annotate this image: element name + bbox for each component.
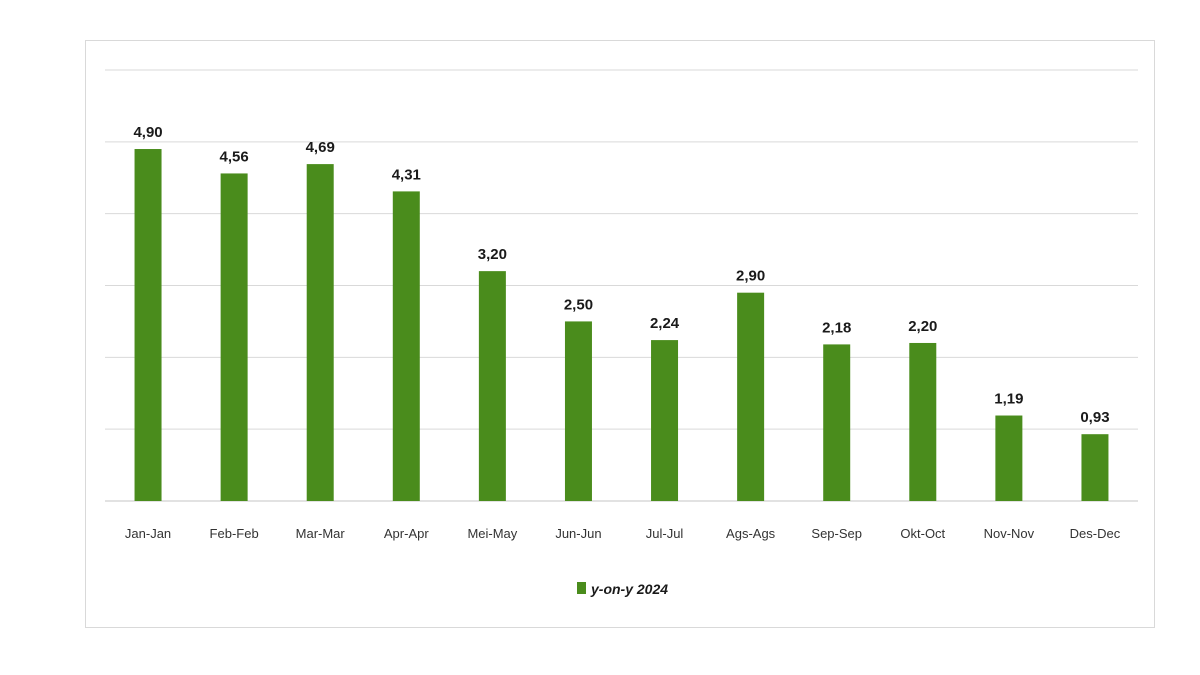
bar: [306, 164, 334, 501]
x-tick-labels: Jan-Jan Feb-Feb Mar-Mar Apr-Apr Mei-May Jun-J…: [125, 526, 1121, 541]
bar: [737, 292, 765, 501]
bar: [995, 415, 1023, 501]
x-tick-label: Mar-Mar: [296, 526, 346, 541]
bar: [478, 271, 506, 501]
gridlines: [105, 69, 1138, 502]
legend: y-on-y 2024: [577, 581, 668, 597]
x-tick-label: Jan-Jan: [125, 526, 171, 541]
x-tick-label: Sep-Sep: [811, 526, 862, 541]
data-label: 3,20: [478, 246, 507, 263]
x-tick-label: Okt-Oct: [900, 526, 945, 541]
data-label: 4,90: [133, 124, 162, 141]
bar: [392, 191, 420, 502]
data-label: 4,69: [306, 139, 335, 156]
x-tick-label: Ags-Ags: [726, 526, 776, 541]
data-labels: 4,90 4,56 4,69 4,31 3,20 2,50 2,24 2,90 2,18 2,20…: [133, 124, 1109, 426]
x-tick-label: Nov-Nov: [984, 526, 1035, 541]
data-label: 1,19: [994, 391, 1023, 408]
data-label: 4,31: [392, 166, 421, 183]
data-label: 2,24: [650, 315, 680, 332]
legend-swatch: [577, 582, 586, 594]
x-tick-label: Mei-May: [467, 526, 517, 541]
data-label: 2,50: [564, 296, 593, 313]
data-label: 0,93: [1080, 409, 1109, 426]
data-label: 2,20: [908, 318, 937, 335]
x-tick-label: Feb-Feb: [210, 526, 259, 541]
x-tick-label: Des-Dec: [1070, 526, 1121, 541]
legend-label: y-on-y 2024: [590, 581, 668, 597]
bar: [651, 340, 679, 501]
bar: [564, 321, 592, 501]
x-tick-label: Apr-Apr: [384, 526, 429, 541]
data-label: 2,90: [736, 268, 765, 285]
bar: [909, 342, 937, 501]
chart-frame: [85, 40, 1155, 628]
bar: [134, 149, 162, 501]
data-label: 4,56: [220, 148, 249, 165]
bar: [1081, 434, 1109, 501]
bar: [823, 344, 851, 501]
data-label: 2,18: [822, 319, 851, 336]
bar: [220, 173, 248, 501]
bars: [134, 149, 1109, 502]
x-tick-label: Jul-Jul: [646, 526, 684, 541]
x-tick-label: Jun-Jun: [555, 526, 601, 541]
